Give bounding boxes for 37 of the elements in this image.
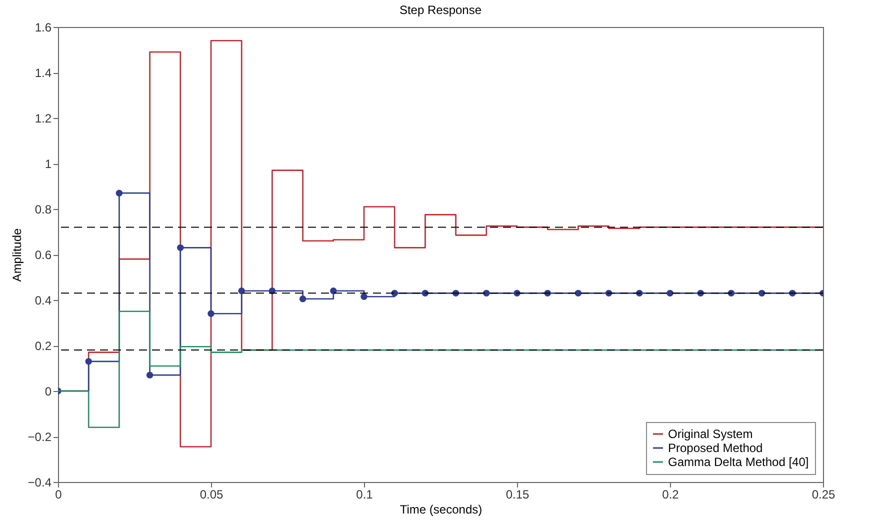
point <box>299 296 306 302</box>
point <box>208 310 214 317</box>
point <box>238 288 245 294</box>
legend-label: Proposed Method <box>668 441 763 455</box>
point <box>146 372 154 378</box>
point <box>574 290 582 297</box>
legend-label: Original System <box>668 427 753 441</box>
y-tick-label: 0.2 <box>34 339 52 353</box>
y-tick-label: 0.8 <box>34 202 52 216</box>
chart-title: Step Response <box>399 3 482 17</box>
point <box>177 244 184 252</box>
point <box>391 290 398 297</box>
x-axis-title: Time (seconds) <box>400 502 482 516</box>
point <box>85 358 92 365</box>
y-tick-label: 0.4 <box>34 294 52 308</box>
y-axis-title: Amplitude <box>10 228 24 282</box>
point <box>666 290 674 297</box>
y-tick-label: 1.2 <box>34 112 52 126</box>
y-tick-label: 0.6 <box>34 248 52 262</box>
point <box>116 190 123 196</box>
y-tick-label: 1.4 <box>34 66 52 80</box>
point <box>330 288 337 294</box>
x-tick-label: 0.05 <box>200 488 224 502</box>
x-tick-label: 0 <box>55 488 62 502</box>
point <box>360 293 368 300</box>
y-tick-label: 1.6 <box>34 20 52 34</box>
x-tick-label: 0.2 <box>662 488 680 502</box>
y-tick-label: −0.4 <box>28 476 52 490</box>
y-tick-label: 1 <box>44 157 52 171</box>
x-tick-label: 0.1 <box>356 488 374 502</box>
y-tick-label: −0.2 <box>28 430 52 444</box>
x-tick-label: 0.25 <box>812 488 836 502</box>
y-tick-label: 0 <box>44 384 52 398</box>
x-tick-label: 0.15 <box>506 488 530 502</box>
point <box>483 290 490 297</box>
legend-label: Gamma Delta Method [40] <box>668 455 809 469</box>
point <box>758 290 766 297</box>
